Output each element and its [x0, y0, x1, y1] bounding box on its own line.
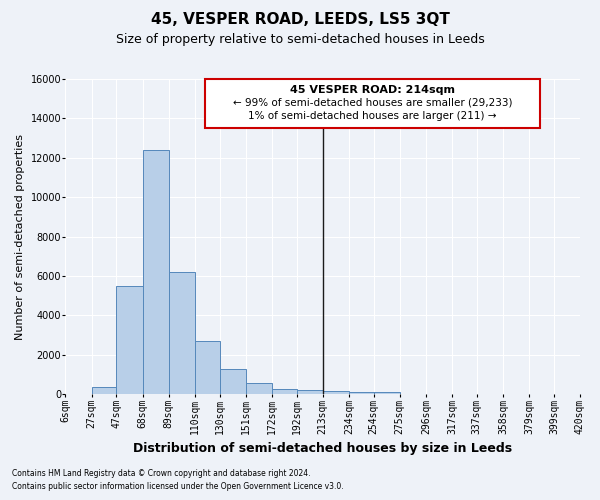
- Text: Size of property relative to semi-detached houses in Leeds: Size of property relative to semi-detach…: [116, 32, 484, 46]
- Text: Contains public sector information licensed under the Open Government Licence v3: Contains public sector information licen…: [12, 482, 344, 491]
- Text: Contains HM Land Registry data © Crown copyright and database right 2024.: Contains HM Land Registry data © Crown c…: [12, 468, 311, 477]
- X-axis label: Distribution of semi-detached houses by size in Leeds: Distribution of semi-detached houses by …: [133, 442, 512, 455]
- Bar: [245, 384, 272, 394]
- Bar: [143, 150, 169, 394]
- Bar: [195, 341, 220, 394]
- Text: ← 99% of semi-detached houses are smaller (29,233): ← 99% of semi-detached houses are smalle…: [233, 98, 512, 108]
- Y-axis label: Number of semi-detached properties: Number of semi-detached properties: [15, 134, 25, 340]
- Bar: [116, 286, 143, 394]
- Text: 45 VESPER ROAD: 214sqm: 45 VESPER ROAD: 214sqm: [290, 85, 455, 95]
- Bar: [323, 392, 349, 394]
- Text: 1% of semi-detached houses are larger (211) →: 1% of semi-detached houses are larger (2…: [248, 110, 497, 120]
- FancyBboxPatch shape: [205, 79, 540, 128]
- Bar: [349, 392, 374, 394]
- Bar: [92, 388, 116, 394]
- Bar: [296, 390, 323, 394]
- Text: 45, VESPER ROAD, LEEDS, LS5 3QT: 45, VESPER ROAD, LEEDS, LS5 3QT: [151, 12, 449, 28]
- Bar: [374, 392, 400, 394]
- Bar: [220, 368, 245, 394]
- Bar: [272, 390, 296, 394]
- Bar: [169, 272, 195, 394]
